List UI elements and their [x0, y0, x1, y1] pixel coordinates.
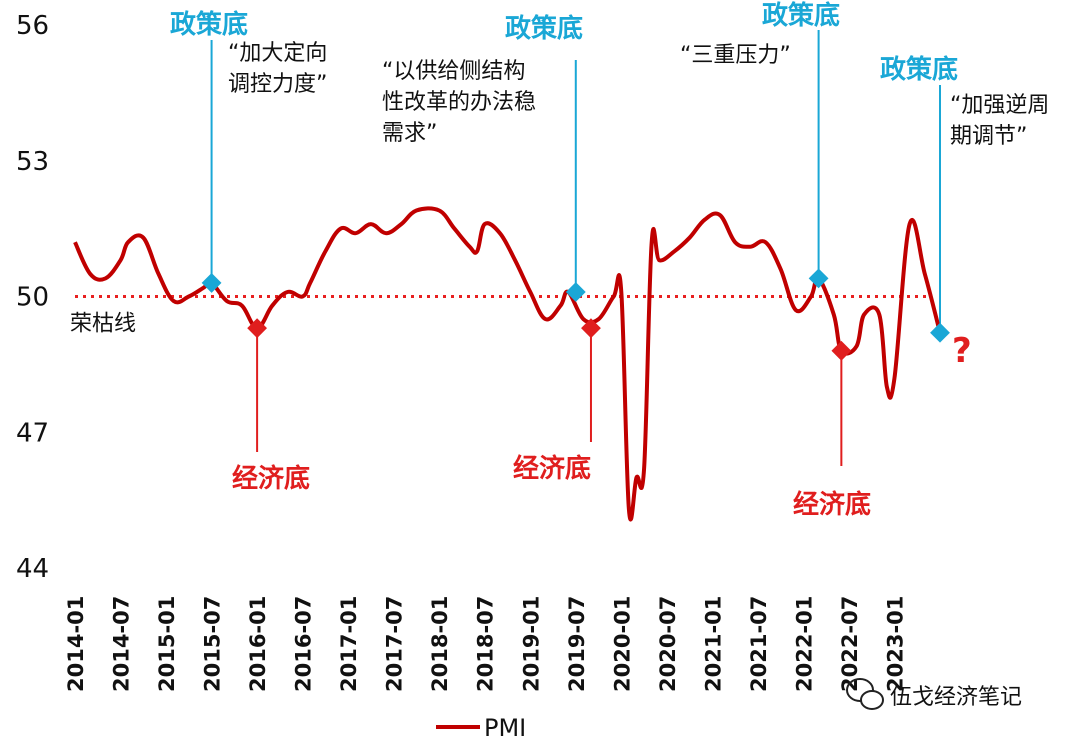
- economic-marker: [581, 318, 601, 339]
- x-tick-label: 2021-07: [747, 596, 771, 692]
- watermark: 伍戈经济笔记: [846, 678, 1022, 710]
- policy-marker: [201, 273, 222, 293]
- x-tick-label: 2017-07: [383, 596, 407, 692]
- x-tick-label: 2016-01: [246, 596, 270, 692]
- x-tick-label: 2021-01: [701, 596, 725, 692]
- policy-marker-quote: “加强逆周: [950, 93, 1049, 118]
- x-tick-label: 2018-07: [474, 596, 498, 692]
- x-tick-label: 2015-07: [201, 596, 225, 692]
- x-tick-label: 2014-07: [110, 596, 134, 692]
- watermark-text: 伍戈经济笔记: [890, 685, 1022, 710]
- policy-marker-quote: 期调节”: [950, 124, 1027, 149]
- wechat-icon: [846, 678, 884, 710]
- policy-marker-quote: “以供给侧结构: [382, 59, 525, 84]
- policy-marker-label: 政策底: [505, 13, 583, 44]
- legend-label: PMI: [484, 714, 526, 742]
- economic-marker: [247, 318, 268, 339]
- policy-marker: [565, 282, 586, 302]
- policy-marker: [808, 268, 829, 289]
- policy-marker-quote: “三重压力”: [680, 43, 791, 68]
- x-axis: 2014-01 2014-07 2015-01 2015-07 2016-01 2016-…: [64, 596, 907, 692]
- economic-marker: [831, 340, 852, 361]
- x-tick-label: 2014-01: [64, 596, 88, 692]
- economic-marker-label: 经济底: [513, 453, 591, 484]
- policy-marker-quote: 性改革的办法稳: [382, 90, 536, 115]
- economic-marker-label: 经济底: [793, 489, 871, 520]
- y-tick-label: 44: [16, 554, 49, 584]
- x-tick-label: 2019-01: [519, 596, 543, 692]
- x-tick-label: 2019-07: [565, 596, 589, 692]
- markers: 政策底“加大定向调控力度”政策底“以供给侧结构性改革的办法稳需求”政策底“三重压…: [170, 0, 1049, 520]
- marker-lines: [210, 30, 941, 466]
- policy-marker: [930, 322, 950, 343]
- x-tick-label: 2018-01: [428, 596, 452, 692]
- reference-line-label: 荣枯线: [70, 312, 136, 337]
- policy-marker-quote: 需求”: [382, 121, 437, 146]
- y-tick-label: 50: [16, 283, 49, 313]
- x-tick-label: 2015-01: [155, 596, 179, 692]
- policy-marker-label: 政策底: [170, 9, 248, 40]
- policy-marker-quote: 调控力度”: [228, 72, 327, 97]
- y-tick-label: 53: [16, 147, 49, 177]
- economic-marker-label: 经济底: [232, 463, 310, 494]
- question-mark: ?: [952, 331, 972, 371]
- x-tick-label: 2023-01: [883, 596, 907, 692]
- x-tick-label: 2020-07: [656, 596, 680, 692]
- x-tick-label: 2016-07: [292, 596, 316, 692]
- y-tick-label: 56: [16, 11, 49, 41]
- y-axis: 56 53 50 47 44: [16, 11, 49, 584]
- y-tick-label: 47: [16, 418, 49, 448]
- policy-marker-label: 政策底: [880, 54, 958, 85]
- policy-marker-label: 政策底: [762, 0, 840, 31]
- x-tick-label: 2017-01: [337, 596, 361, 692]
- x-tick-label: 2022-01: [792, 596, 816, 692]
- policy-marker-quote: “加大定向: [228, 41, 327, 66]
- legend: PMI: [436, 714, 526, 742]
- x-tick-label: 2020-01: [610, 596, 634, 692]
- x-tick-label: 2022-07: [838, 596, 862, 692]
- pmi-series-line: [73, 206, 942, 522]
